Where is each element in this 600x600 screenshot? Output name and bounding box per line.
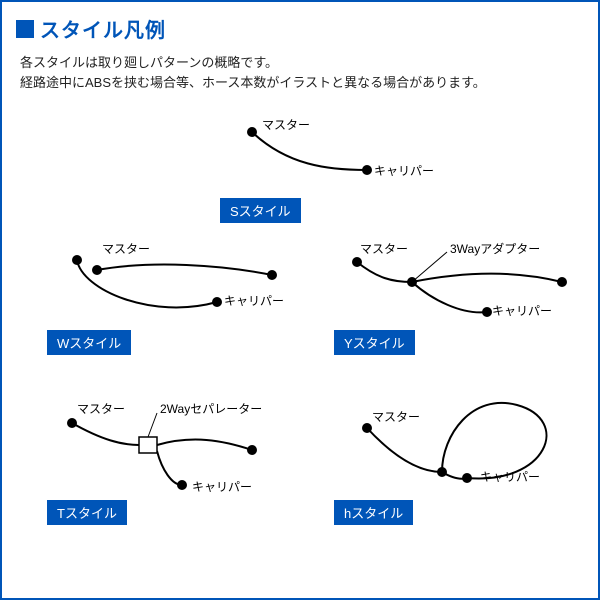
label-master: マスター <box>360 240 408 257</box>
label-caliper: キャリパー <box>374 162 434 179</box>
hose-line <box>252 132 367 170</box>
label-separator2way: 2Wayセパレーター <box>160 400 262 417</box>
hose-line <box>97 265 272 275</box>
endpoint-dot-icon <box>67 418 77 428</box>
label-master: マスター <box>372 408 420 425</box>
hose-line <box>412 274 562 282</box>
endpoint-dot-icon <box>212 297 222 307</box>
diagrams-area: SスタイルマスターキャリパーWスタイルマスターキャリパーYスタイルマスター3Wa… <box>2 100 598 590</box>
header-title: スタイル凡例 <box>40 14 166 43</box>
hose-line <box>412 282 487 312</box>
style-badge-t: Tスタイル <box>47 500 127 525</box>
label-caliper: キャリパー <box>492 302 552 319</box>
endpoint-dot-icon <box>72 255 82 265</box>
hose-line <box>357 262 412 282</box>
label-master: マスター <box>102 240 150 257</box>
hose-line <box>157 440 252 450</box>
style-badge-s: Sスタイル <box>220 198 301 223</box>
description-block: 各スタイルは取り廻しパターンの概略です。 経路途中にABSを挟む場合等、ホース本… <box>2 49 598 100</box>
endpoint-dot-icon <box>247 127 257 137</box>
endpoint-dot-icon <box>247 445 257 455</box>
separator-box-icon <box>139 437 157 453</box>
endpoint-dot-icon <box>267 270 277 280</box>
label-caliper: キャリパー <box>480 468 540 485</box>
leader-line <box>148 413 157 437</box>
label-master: マスター <box>262 116 310 133</box>
description-line-1: 各スタイルは取り廻しパターンの概略です。 <box>20 53 580 73</box>
label-caliper: キャリパー <box>224 292 284 309</box>
header: スタイル凡例 <box>2 2 598 49</box>
label-master: マスター <box>77 400 125 417</box>
endpoint-dot-icon <box>362 423 372 433</box>
style-badge-y: Yスタイル <box>334 330 415 355</box>
hose-line <box>367 428 442 472</box>
endpoint-dot-icon <box>482 307 492 317</box>
description-line-2: 経路途中にABSを挟む場合等、ホース本数がイラストと異なる場合があります。 <box>20 73 580 93</box>
diagram-w <box>22 240 302 340</box>
hose-line <box>72 423 139 445</box>
endpoint-dot-icon <box>462 473 472 483</box>
endpoint-dot-icon <box>352 257 362 267</box>
label-caliper: キャリパー <box>192 478 252 495</box>
header-square-icon <box>16 20 34 38</box>
diagram-h <box>312 390 592 510</box>
endpoint-dot-icon <box>557 277 567 287</box>
style-badge-w: Wスタイル <box>47 330 131 355</box>
endpoint-dot-icon <box>437 467 447 477</box>
endpoint-dot-icon <box>407 277 417 287</box>
style-badge-h: hスタイル <box>334 500 413 525</box>
endpoint-dot-icon <box>362 165 372 175</box>
label-adapter3way: 3Wayアダプター <box>450 240 540 257</box>
hose-line <box>157 451 182 485</box>
endpoint-dot-icon <box>177 480 187 490</box>
endpoint-dot-icon <box>92 265 102 275</box>
